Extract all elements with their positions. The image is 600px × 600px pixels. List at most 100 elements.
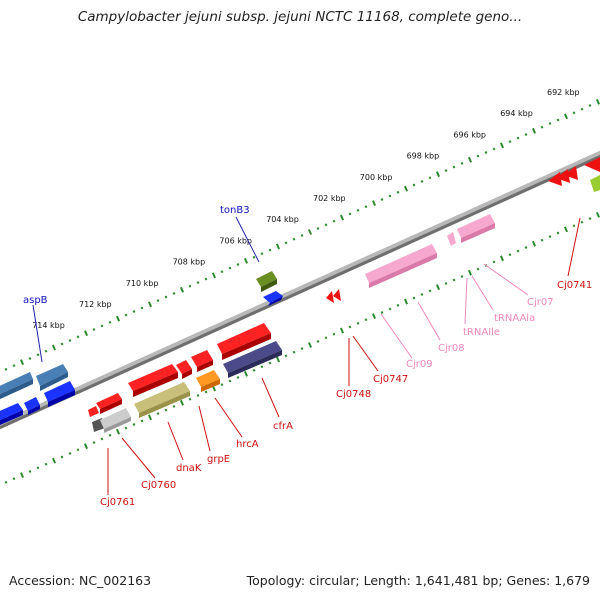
- scale-tick: [260, 365, 264, 369]
- scale-tick: [60, 455, 64, 459]
- gene-feature[interactable]: [134, 382, 190, 418]
- label-hrcA[interactable]: hrcA: [236, 439, 259, 450]
- cjr08-feature[interactable]: [447, 232, 456, 246]
- scale-tick: [196, 281, 200, 285]
- label-cfrA[interactable]: cfrA: [273, 421, 293, 432]
- label-cj0748[interactable]: Cj0748: [336, 389, 371, 400]
- scale-tick: [83, 330, 89, 337]
- scale-tick: [460, 161, 464, 165]
- scale-tick: [420, 179, 424, 183]
- cj0741-feature[interactable]: [548, 157, 600, 186]
- scale-tick: [60, 342, 64, 346]
- scale-tick: [92, 441, 96, 445]
- scale-tick: [467, 269, 473, 276]
- scale-tick: [540, 238, 544, 242]
- label-cj0760[interactable]: Cj0760: [141, 480, 176, 491]
- scale-tick: [228, 379, 232, 383]
- scale-label: 698 kbp: [407, 152, 440, 161]
- gene-feature[interactable]: [223, 341, 282, 378]
- label-cj0747[interactable]: Cj0747: [373, 374, 408, 385]
- label-dnaK[interactable]: dnaK: [176, 463, 202, 474]
- scale-tick: [380, 198, 384, 201]
- scale-tick: [452, 278, 456, 282]
- gene-feature[interactable]: [590, 175, 600, 192]
- scale-tick: [388, 194, 392, 198]
- label-cj0761[interactable]: Cj0761: [100, 497, 135, 508]
- hrcA-feature[interactable]: [191, 350, 213, 372]
- gene-feature[interactable]: [263, 291, 283, 306]
- scale-tick: [556, 231, 560, 235]
- scale-tick: [28, 469, 32, 473]
- scale-tick: [284, 354, 288, 358]
- genome-backbone: [0, 150, 600, 430]
- scale-tick: [467, 156, 473, 163]
- scale-tick: [300, 234, 304, 238]
- scale-tick: [492, 260, 496, 264]
- label-cjr08[interactable]: Cjr08: [438, 343, 465, 354]
- scale-tick: [364, 318, 368, 322]
- accession-label: Accession: NC_002163: [9, 573, 152, 588]
- scale-tick: [444, 169, 448, 173]
- scale-tick: [147, 414, 153, 421]
- scale-tick: [211, 272, 217, 279]
- scale-tick: [115, 315, 121, 322]
- gene-feature[interactable]: [0, 372, 33, 400]
- scale-ring-inner: [4, 211, 600, 484]
- label-trnaala[interactable]: tRNAAla: [494, 313, 535, 324]
- trnaile-feature[interactable]: [457, 214, 495, 243]
- scale-tick: [164, 295, 168, 299]
- label-aspB[interactable]: aspB: [23, 295, 48, 306]
- scale-tick: [371, 200, 377, 207]
- scale-tick: [108, 320, 112, 324]
- scale-tick: [179, 286, 185, 293]
- scale-tick: [36, 466, 40, 470]
- dnaK-feature[interactable]: [128, 364, 178, 397]
- scale-labels: 692 kbp 694 kbp 696 kbp 698 kbp 700 kbp 702 k…: [32, 88, 579, 330]
- cfrA-feature[interactable]: [217, 323, 271, 360]
- scale-tick: [588, 217, 592, 221]
- scale-tick: [548, 235, 552, 239]
- scale-tick: [563, 226, 569, 233]
- label-cjr07[interactable]: Cjr07: [527, 297, 554, 308]
- gene-feature[interactable]: [196, 370, 220, 392]
- scale-tick: [420, 292, 424, 296]
- scale-tick: [403, 185, 409, 192]
- scale-tick: [140, 419, 144, 423]
- scale-label: 692 kbp: [547, 88, 580, 97]
- scale-tick: [508, 140, 512, 144]
- scale-tick: [100, 324, 104, 328]
- scale-tick: [140, 306, 144, 310]
- aspB-feature[interactable]: [24, 397, 40, 415]
- gene-feature[interactable]: [0, 403, 23, 425]
- scale-label: 704 kbp: [266, 215, 299, 224]
- cj0748-feature[interactable]: [326, 291, 334, 303]
- scale-tick: [388, 307, 392, 311]
- label-grpE[interactable]: grpE: [207, 454, 230, 465]
- tonB3-feature[interactable]: [256, 271, 277, 292]
- scale-tick: [108, 433, 112, 437]
- scale-tick: [316, 226, 320, 230]
- scale-tick: [44, 349, 48, 353]
- label-cjr09[interactable]: Cjr09: [406, 359, 433, 370]
- scale-tick: [435, 171, 441, 178]
- scale-label: 696 kbp: [453, 130, 486, 139]
- scale-tick: [28, 356, 32, 360]
- label-tonB3[interactable]: tonB3: [220, 205, 250, 216]
- scale-tick: [307, 229, 313, 235]
- grpE-feature[interactable]: [176, 360, 192, 379]
- label-cj0741[interactable]: Cj0741: [557, 280, 592, 291]
- cj0747-feature[interactable]: [333, 289, 341, 301]
- scale-label: 700 kbp: [360, 173, 393, 182]
- scale-tick: [220, 270, 224, 274]
- cjr09-feature[interactable]: [365, 244, 437, 288]
- scale-tick: [156, 412, 160, 416]
- gene-feature[interactable]: [100, 408, 131, 433]
- gene-feature[interactable]: [36, 364, 68, 391]
- cj0760-feature[interactable]: [96, 393, 122, 414]
- scale-tick: [252, 368, 256, 372]
- label-trnaile[interactable]: tRNAIle: [463, 327, 500, 338]
- gene-feature[interactable]: [44, 381, 75, 407]
- scale-tick: [356, 208, 360, 212]
